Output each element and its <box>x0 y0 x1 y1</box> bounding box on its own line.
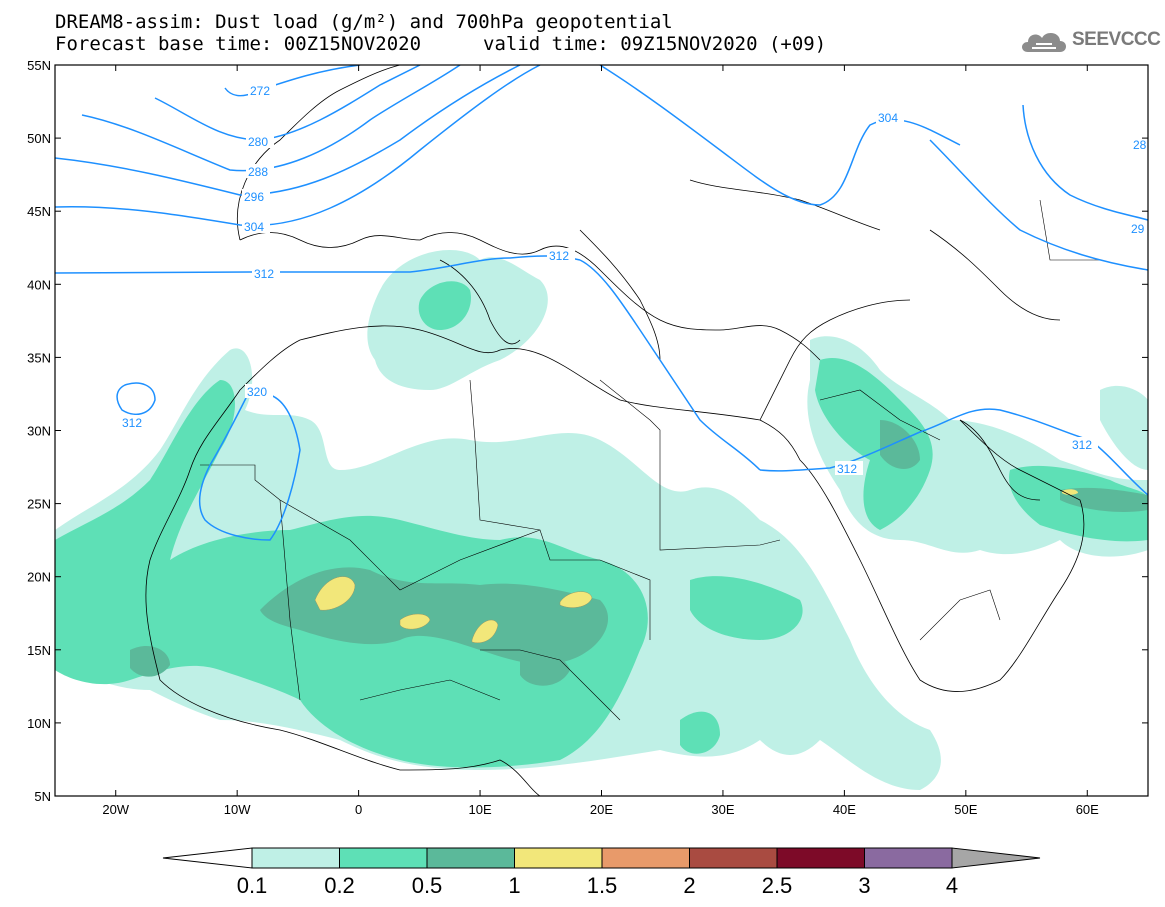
dust-level-1-mali <box>314 576 356 611</box>
dust-level-1-oman <box>1062 489 1078 495</box>
lat-label: 10N <box>27 716 51 731</box>
axis-ticks <box>55 64 1148 797</box>
lat-label: 25N <box>27 497 51 512</box>
contour-label-312red: 312 <box>837 462 857 476</box>
lat-label: 40N <box>27 277 51 292</box>
contour-312loop <box>116 382 156 416</box>
colorbar-label: 4 <box>946 873 958 898</box>
contour-28e <box>1022 104 1148 221</box>
dust-level-1-chad <box>559 591 593 608</box>
base-time: Forecast base time: 00Z15NOV2020 <box>55 33 422 55</box>
dust-level-0-2-sudan <box>690 576 803 640</box>
contour-label-312w: 312 <box>254 267 274 281</box>
dust-level-0-2-sardinia <box>418 281 471 330</box>
seevccc-logo: SEEVCCC <box>1018 26 1161 58</box>
dust-level-0-2-south <box>680 711 720 754</box>
contour-label-320: 320 <box>247 385 267 399</box>
lat-label: 55N <box>27 58 51 73</box>
contour-288 <box>81 65 461 172</box>
dust-level-0-5-gulf <box>880 420 920 470</box>
contour-label-29e: 29 <box>1131 222 1145 236</box>
contour-label-296: 296 <box>244 190 264 204</box>
lon-label: 40E <box>833 802 856 817</box>
colorbar-label: 0.2 <box>324 873 355 898</box>
contour-label-312med: 312 <box>549 249 569 263</box>
contour-296 <box>55 65 521 196</box>
dust-level-0-1-east <box>1100 385 1148 470</box>
contour-label-288: 288 <box>248 165 268 179</box>
contour-label-312gulf: 312 <box>1072 438 1092 452</box>
contour-312med <box>579 259 761 471</box>
coastlines <box>145 65 1085 796</box>
lon-label: 30E <box>711 802 734 817</box>
lat-label: 20N <box>27 570 51 585</box>
lat-label: 45N <box>27 204 51 219</box>
contour-labels: 272 280 288 296 304 312 320 312 312 304 … <box>120 83 1148 476</box>
dust-level-0-5-sw <box>130 645 170 677</box>
dust-level-0-2-iraq <box>815 358 933 530</box>
contour-label-304e: 304 <box>878 111 898 125</box>
contour-label-280: 280 <box>248 135 268 149</box>
dust-level-0-5-chad <box>520 648 570 686</box>
forecast-time: Forecast base time: 00Z15NOV2020 valid ti… <box>55 33 826 55</box>
lat-label: 15N <box>27 643 51 658</box>
colorbar-label: 0.5 <box>412 873 443 898</box>
lon-label: 0 <box>355 802 362 817</box>
longitude-labels: 20W 10W 0 10E 20E 30E 40E 50E 60E <box>102 802 1099 817</box>
colorbar-label: 1.5 <box>587 873 618 898</box>
colorbar-label: 3 <box>858 873 870 898</box>
lon-label: 10W <box>224 802 251 817</box>
cloud-icon <box>1022 32 1066 52</box>
contour-label-28e: 28 <box>1133 138 1147 152</box>
contour-304w <box>55 65 541 227</box>
dust-map: 272 280 288 296 304 312 320 312 312 304 … <box>27 58 1149 817</box>
contour-label-304w: 304 <box>244 220 264 234</box>
chart-title: DREAM8-assim: Dust load (g/m²) and 700hP… <box>55 11 673 33</box>
lat-label: 30N <box>27 424 51 439</box>
colorbar-label: 0.1 <box>237 873 268 898</box>
lon-label: 20W <box>102 802 129 817</box>
colorbar-label: 2.5 <box>762 873 793 898</box>
lat-label: 5N <box>34 789 51 804</box>
lat-label: 50N <box>27 131 51 146</box>
contour-312w <box>55 255 581 274</box>
colorbar-label: 2 <box>683 873 695 898</box>
contour-29e <box>929 139 1148 271</box>
colorbar-labels: 0.1 0.2 0.5 1 1.5 2 2.5 3 4 <box>237 873 958 898</box>
contour-label-312loop: 312 <box>122 416 142 430</box>
contour-280 <box>154 65 421 141</box>
lon-label: 10E <box>468 802 491 817</box>
lon-label: 60E <box>1076 802 1099 817</box>
borders <box>200 199 1100 721</box>
lat-label: 35N <box>27 350 51 365</box>
logo-text: SEEVCCC <box>1072 29 1161 50</box>
colorbar-label: 1 <box>508 873 520 898</box>
valid-time: valid time: 09Z15NOV2020 (+09) <box>483 33 827 55</box>
dust-level-1-niger2 <box>471 619 499 643</box>
contour-label-272: 272 <box>250 84 270 98</box>
lon-label: 20E <box>590 802 613 817</box>
latitude-labels: 55N 50N 45N 40N 35N 30N 25N 20N 15N 10N 5N <box>27 58 51 804</box>
dust-fields <box>55 250 1148 790</box>
dust-level-1-niger <box>399 613 431 630</box>
lon-label: 50E <box>954 802 977 817</box>
